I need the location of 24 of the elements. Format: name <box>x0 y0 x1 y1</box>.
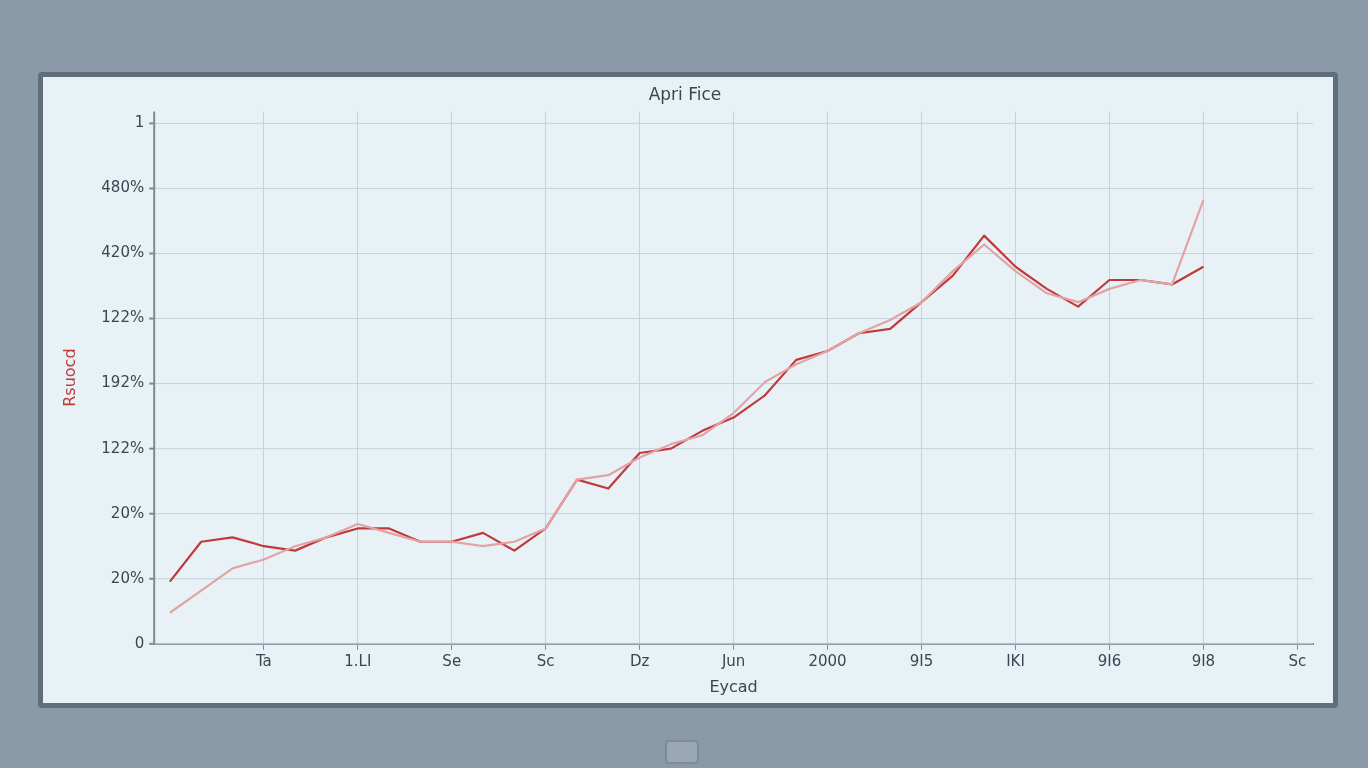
chart-title: Apri Fice <box>648 83 722 104</box>
x-tick-label: Dz <box>629 651 650 670</box>
text: 20% <box>110 503 145 522</box>
text: 420% <box>101 243 145 262</box>
text: 122% <box>101 308 145 327</box>
x-tick-label: Sc <box>1288 651 1307 670</box>
text: 122% <box>101 438 145 457</box>
x-tick-label: Sc <box>536 651 555 670</box>
x-tick-label: Jun <box>720 651 746 670</box>
x-tick-label: 2000 <box>808 651 847 670</box>
y-axis-title: Rsuocd <box>59 348 79 407</box>
x-tick-label: 1.LI <box>344 651 372 670</box>
x-tick-label: Ta <box>254 651 272 670</box>
x-tick-label: Se <box>442 651 462 670</box>
x-tick-label: 9I5 <box>909 651 934 670</box>
text: 480% <box>101 178 145 197</box>
x-tick-label: 9I6 <box>1097 651 1122 670</box>
x-axis-title: Eycad <box>709 676 758 696</box>
text: 0 <box>134 633 145 652</box>
text: 20% <box>110 568 145 587</box>
x-tick-label: IKI <box>1006 651 1025 670</box>
text: 1 <box>134 113 145 132</box>
x-tick-label: 9I8 <box>1191 651 1216 670</box>
text: 192% <box>101 373 145 392</box>
